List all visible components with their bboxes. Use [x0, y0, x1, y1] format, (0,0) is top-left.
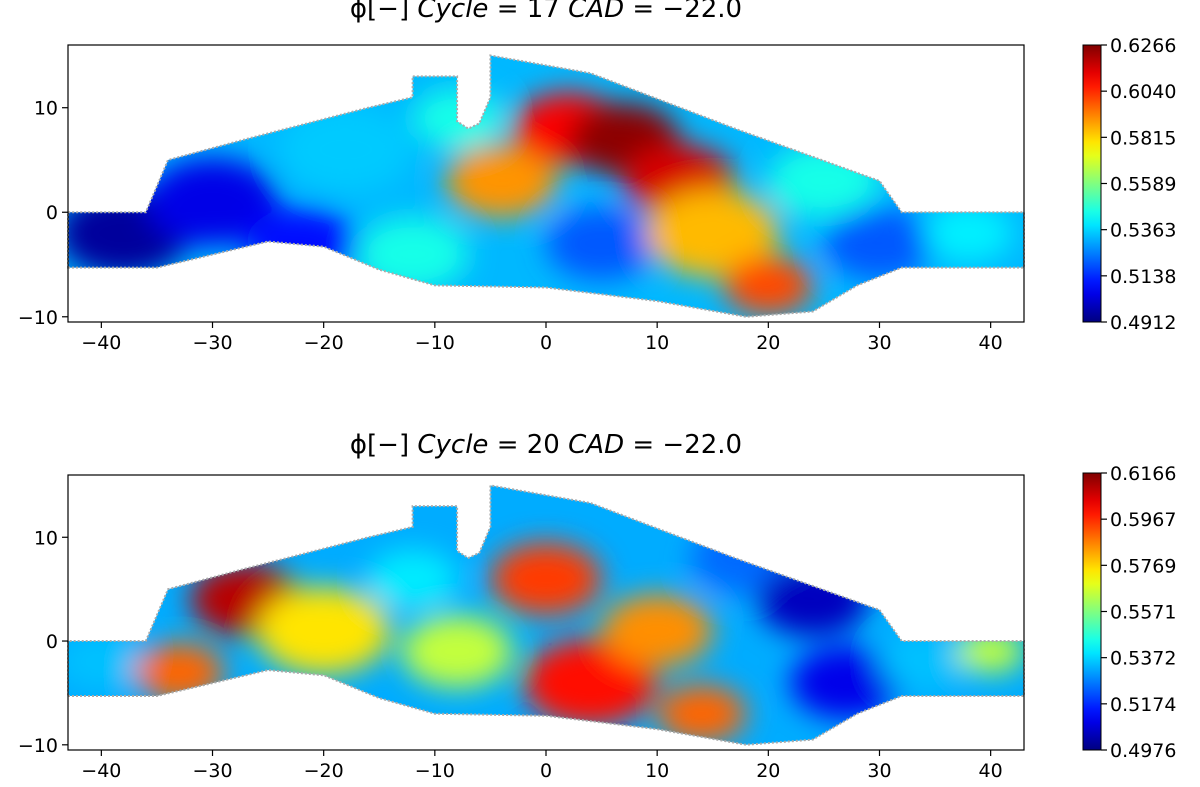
- colorbar-tick-label: 0.6040: [1110, 81, 1176, 103]
- x-tick-label: 40: [979, 332, 1003, 354]
- field-region: [879, 632, 969, 691]
- x-tick-label: 30: [867, 760, 891, 782]
- chart-title: ϕ[−] Cycle = 17 CAD = −22.0: [349, 0, 743, 24]
- field-region: [401, 615, 513, 688]
- x-tick-label: −30: [192, 332, 232, 354]
- x-tick-label: 0: [540, 760, 552, 782]
- x-tick-label: −10: [415, 332, 455, 354]
- field-region: [523, 638, 658, 727]
- field-region: [279, 105, 413, 194]
- x-tick-label: −20: [304, 760, 344, 782]
- y-tick-label: 10: [34, 98, 58, 120]
- colorbar-tick-label: 0.5372: [1110, 648, 1176, 670]
- colorbar-tick-label: 0.5571: [1110, 602, 1176, 624]
- heatmap-plot: −40 −30 −20 −10 0 10 20 30 40 10 0 −10 0.6266 0.6040 0…: [18, 35, 1177, 354]
- chart-panel-cycle-20: ϕ[−] Cycle = 20 CAD = −22.0 −40 −30 −20 −10…: [0, 394, 1200, 787]
- colorbar-tick-label: 0.4912: [1110, 312, 1176, 334]
- field-region: [490, 542, 602, 616]
- field-region: [657, 684, 747, 743]
- field-region: [601, 594, 713, 667]
- field-region: [546, 207, 658, 281]
- x-tick-label: 20: [756, 332, 780, 354]
- colorbar-tick-label: 0.5769: [1110, 555, 1176, 577]
- colorbar-tick-label: 0.5815: [1110, 127, 1176, 149]
- y-tick-label: −10: [18, 735, 58, 757]
- x-tick-label: 0: [540, 332, 552, 354]
- chart-panel-cycle-17: ϕ[−] Cycle = 17 CAD = −22.0 −40 −30 −20 −10…: [18, 0, 1177, 354]
- field-region: [368, 549, 458, 608]
- x-tick-label: −20: [304, 332, 344, 354]
- field-region: [68, 632, 146, 691]
- heatmap-plot: −40 −30 −20 −10 0 10 20 30 40 10 0 −10 0.6166 0.5967 0…: [18, 463, 1177, 782]
- chart-title: ϕ[−] Cycle = 20 CAD = −22.0: [349, 430, 743, 460]
- colorbar-tick-label: 0.5138: [1110, 266, 1176, 288]
- y-tick-label: 0: [46, 202, 58, 224]
- x-tick-label: 10: [645, 332, 669, 354]
- x-tick-label: −30: [192, 760, 232, 782]
- field-region: [145, 157, 280, 246]
- field-region: [790, 646, 902, 719]
- x-tick-label: 20: [756, 760, 780, 782]
- colorbar-tick-label: 0.6266: [1110, 35, 1176, 57]
- x-tick-label: 10: [645, 760, 669, 782]
- x-tick-label: −40: [81, 760, 121, 782]
- x-tick-label: 30: [867, 332, 891, 354]
- colorbar-tick-label: 0.5589: [1110, 174, 1176, 196]
- field-region: [256, 587, 391, 675]
- field-region: [445, 144, 558, 218]
- colorbar-tick-label: 0.5363: [1110, 220, 1176, 242]
- colorbar-tick-label: 0.5967: [1110, 509, 1176, 531]
- field-region: [646, 189, 780, 278]
- y-tick-label: −10: [18, 307, 58, 329]
- field-region: [757, 563, 869, 636]
- x-tick-label: −40: [81, 332, 121, 354]
- chamber-outline: [67, 484, 1025, 746]
- field-region: [768, 144, 880, 218]
- colorbar-tick-label: 0.5174: [1110, 694, 1176, 716]
- field-region: [923, 203, 1013, 263]
- y-tick-label: 0: [46, 631, 58, 653]
- colorbar: [1082, 44, 1102, 323]
- colorbar-tick-label: 0.4976: [1110, 740, 1176, 762]
- field-region: [823, 207, 936, 281]
- field-region: [957, 629, 1024, 674]
- field-region: [134, 643, 224, 702]
- y-tick-label: 10: [34, 527, 58, 549]
- x-tick-label: 40: [979, 760, 1003, 782]
- x-tick-label: −10: [415, 760, 455, 782]
- field-region: [723, 256, 813, 315]
- colorbar-tick-label: 0.6166: [1110, 463, 1176, 485]
- colorbar: [1082, 472, 1102, 751]
